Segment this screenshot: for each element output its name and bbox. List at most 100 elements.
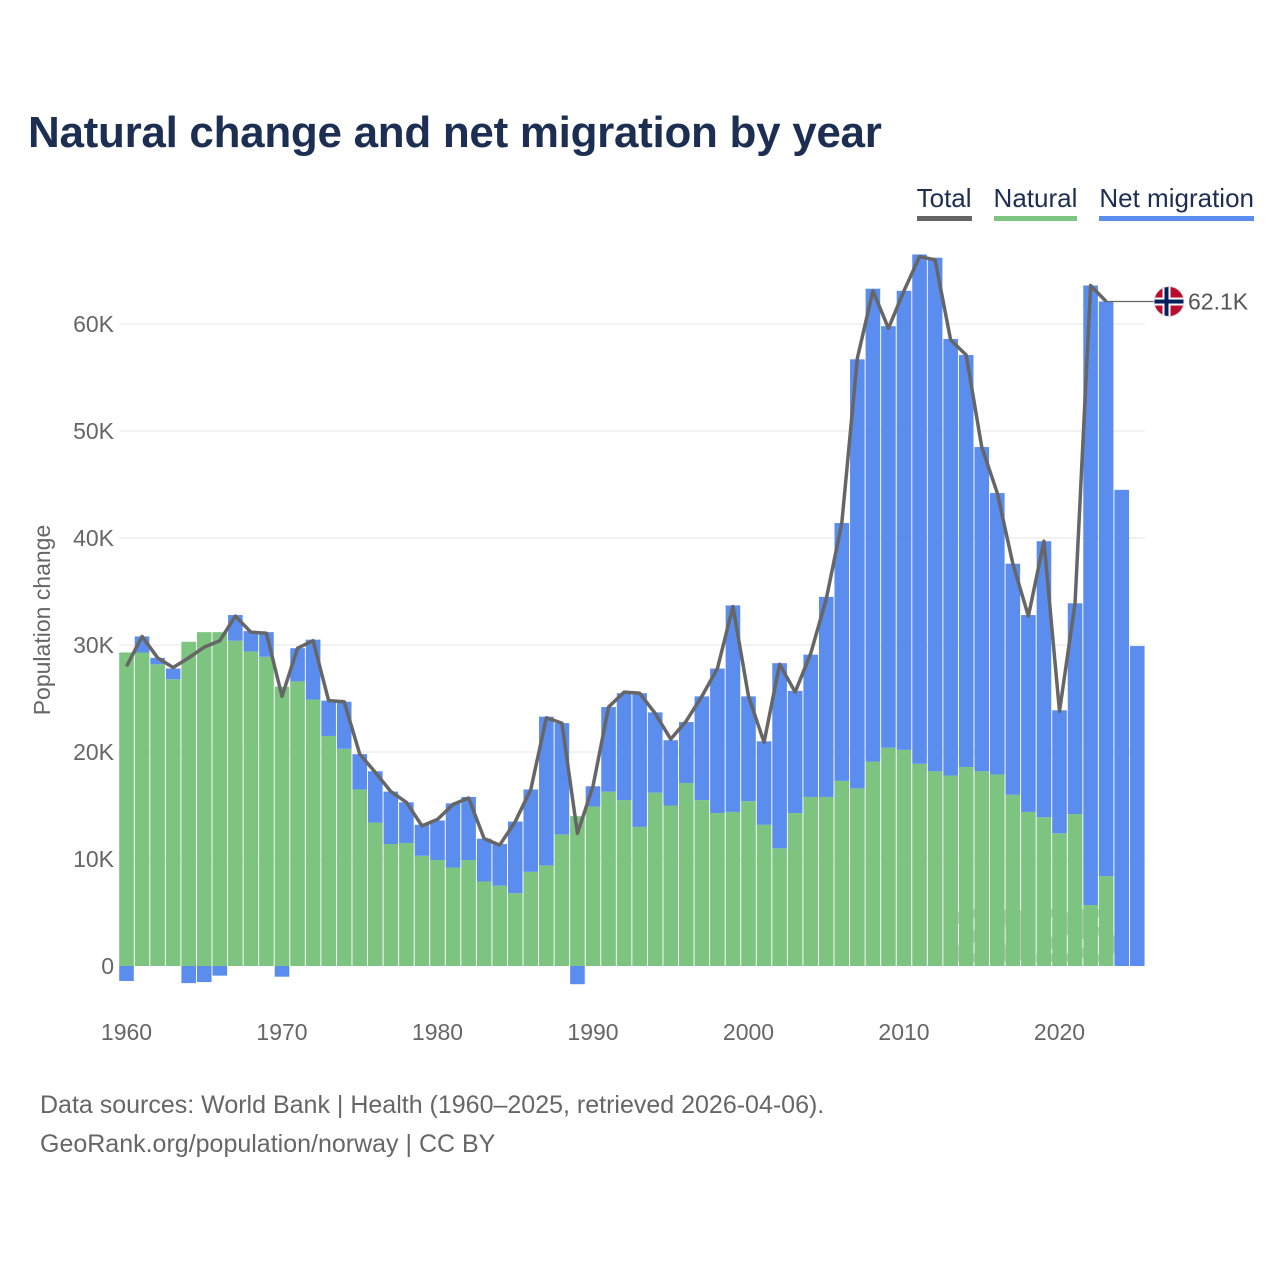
net-migration-bar [896,290,912,750]
net-migration-bar [461,796,476,861]
natural-bar [881,747,896,966]
natural-bar [368,822,383,966]
net-migration-bar [305,639,321,700]
natural-bar [1021,811,1036,966]
net-migration-bar [336,701,352,749]
net-migration-bar [1005,563,1021,795]
natural-bar [274,686,290,966]
natural-bar [1005,794,1021,966]
natural-bar [352,789,368,966]
natural-bar [756,824,772,966]
x-tick-label: 2020 [1034,1019,1085,1045]
legend-item-natural[interactable]: Natural [993,183,1078,221]
natural-bar [212,632,228,966]
net-migration-bar [1129,646,1145,966]
x-tick-label: 2000 [723,1019,774,1045]
natural-bar [134,652,150,966]
net-migration-bar [212,966,228,976]
y-tick-label: 0 [101,953,114,979]
natural-bar [414,855,430,966]
natural-bar [834,780,850,966]
natural-bar [259,656,274,966]
natural-bar [818,796,834,966]
net-migration-bar [632,693,647,827]
legend-item-net-migration[interactable]: Net migration [1099,183,1254,221]
net-migration-bar [165,668,181,680]
natural-bar [554,834,570,966]
net-migration-bar [368,771,383,823]
y-tick-label: 50K [73,418,115,444]
net-migration-bar [818,596,834,797]
net-migration-bar [990,493,1005,775]
net-migration-bar [943,338,958,776]
natural-bar [616,800,632,966]
natural-bar [243,651,259,966]
attribution-link[interactable]: GeoRank.org/population/norway | CC BY [40,1130,496,1158]
natural-bar [912,763,927,966]
net-migration-bar [616,693,632,801]
natural-bar [647,792,663,966]
norway-flag [1153,286,1185,318]
natural-bar [694,800,710,966]
net-migration-bar [507,821,523,894]
y-tick-label: 40K [73,525,115,551]
net-migration-bar [787,691,803,813]
natural-bar [741,801,756,966]
legend-item-total[interactable]: Total [916,183,972,221]
net-migration-bar [647,712,663,793]
natural-bar [181,641,196,966]
natural-bar [787,812,803,966]
natural-bar [119,652,134,966]
net-migration-bar [1067,603,1083,815]
net-migration-bar [1098,301,1114,877]
net-migration-bar [1036,541,1052,818]
x-tick-label: 1970 [256,1019,307,1045]
net-migration-bar [803,654,818,797]
net-migration-bar [974,447,990,772]
natural-bar [725,811,741,966]
net-migration-bar [476,838,492,882]
net-migration-bar [958,355,974,767]
net-migration-bar [601,707,616,792]
net-migration-bar [927,257,943,772]
natural-bar [990,774,1005,966]
natural-bar [803,796,818,966]
net-migration-bar [445,803,461,868]
natural-bar [585,806,601,966]
net-migration-bar [865,288,881,762]
x-tick-label: 2010 [878,1019,929,1045]
net-migration-bar [554,723,570,835]
natural-bar [570,816,585,966]
net-migration-bar [383,791,399,845]
natural-bar [974,771,990,966]
net-migration-bar [741,696,756,802]
natural-bar [461,860,476,966]
natural-bar [1036,817,1052,966]
natural-bar [523,871,539,966]
net-migration-bar [756,741,772,825]
net-migration-bar [196,966,212,983]
natural-bar [1052,833,1067,966]
y-axis-label: Population change [29,525,55,716]
natural-bar [476,881,492,966]
net-migration-bar [321,700,336,736]
natural-bar [321,735,336,966]
natural-bar [165,679,181,966]
natural-bar [927,771,943,966]
net-migration-bar [912,254,927,764]
net-migration-bar [1083,285,1098,906]
net-migration-bar [150,657,165,665]
net-migration-bar [725,605,741,812]
natural-bar [958,766,974,966]
natural-bar [445,867,461,966]
net-migration-bar [694,696,710,801]
net-migration-bar [772,663,787,849]
x-tick-label: 1990 [567,1019,618,1045]
natural-bar [1098,876,1114,966]
net-migration-bar [1114,489,1129,966]
natural-bar [228,640,243,966]
natural-bar [336,748,352,966]
total-line [124,254,1108,847]
natural-bar [865,761,881,966]
